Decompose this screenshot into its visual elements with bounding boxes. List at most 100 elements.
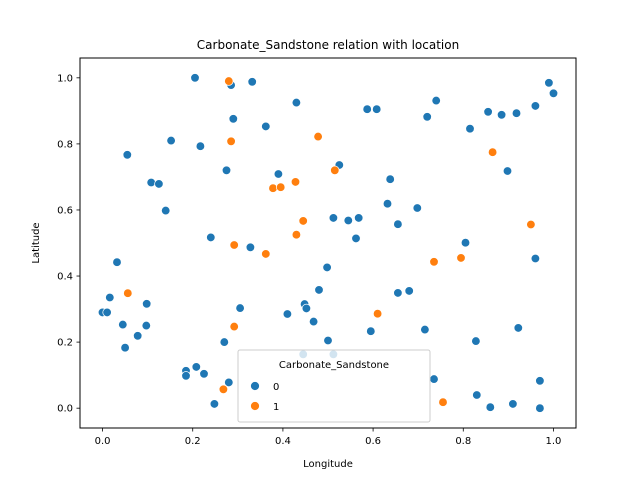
chart-title: Carbonate_Sandstone relation with locati… [197, 38, 459, 52]
data-point-0-2 [247, 77, 257, 87]
data-point-1-3 [330, 165, 340, 175]
y-tick-label-5: 1.0 [57, 73, 73, 84]
data-point-0-19 [195, 141, 206, 151]
data-point-0-72 [472, 390, 482, 400]
data-point-0-5 [291, 97, 302, 108]
y-tick-label-0: 0.0 [57, 404, 73, 415]
data-point-1-16 [372, 309, 383, 319]
x-axis-ticks: 0.0 0.2 0.4 0.6 0.8 1.0 [95, 428, 562, 447]
data-point-1-2 [313, 131, 323, 142]
data-point-0-56 [120, 343, 130, 353]
data-point-0-45 [142, 299, 152, 309]
data-point-0-13 [511, 108, 522, 118]
data-point-0-25 [273, 169, 284, 179]
data-point-0-17 [502, 166, 513, 176]
legend: Carbonate_Sandstone 0 1 [237, 349, 431, 423]
data-point-0-36 [245, 242, 256, 252]
data-point-1-9 [291, 230, 302, 240]
y-tick-label-2: 0.4 [57, 272, 73, 283]
data-point-1-15 [123, 288, 133, 298]
x-tick-label-2: 0.4 [275, 436, 291, 447]
legend-label-1: 1 [273, 402, 279, 413]
data-point-0-66 [181, 371, 191, 381]
data-point-0-30 [328, 213, 339, 223]
data-point-0-21 [146, 177, 156, 188]
data-point-0-57 [366, 326, 376, 336]
data-point-0-69 [209, 399, 220, 409]
x-tick-label-4: 0.8 [455, 436, 471, 447]
y-tick-label-3: 0.6 [57, 205, 73, 216]
data-point-0-70 [224, 377, 234, 388]
x-axis-label: Longitude [303, 459, 353, 470]
data-point-0-32 [354, 213, 364, 223]
legend-label-0: 0 [273, 382, 279, 393]
data-point-0-18 [166, 135, 176, 146]
data-point-0-76 [535, 403, 545, 413]
data-point-0-15 [544, 78, 554, 88]
data-point-0-20 [122, 150, 132, 160]
data-point-0-0 [190, 73, 200, 83]
data-point-0-4 [261, 121, 271, 132]
data-point-0-6 [362, 104, 372, 114]
y-axis-ticks: 0.0 0.2 0.4 0.6 0.8 1.0 [57, 73, 80, 415]
data-point-0-61 [471, 336, 481, 346]
data-point-0-50 [308, 316, 319, 327]
data-point-0-31 [343, 215, 353, 226]
data-point-0-23 [161, 205, 171, 216]
y-tick-label-4: 0.8 [57, 139, 73, 150]
data-point-0-43 [404, 286, 414, 296]
data-point-0-52 [102, 307, 112, 318]
data-point-1-10 [526, 219, 536, 230]
data-point-0-68 [199, 369, 209, 379]
data-point-0-73 [485, 402, 495, 412]
y-tick-label-1: 0.2 [57, 338, 73, 349]
data-point-0-24 [221, 165, 232, 175]
data-point-1-8 [298, 216, 308, 226]
data-point-0-41 [314, 285, 324, 295]
data-point-0-27 [385, 174, 395, 184]
data-point-1-19 [438, 397, 448, 407]
data-point-0-47 [282, 309, 293, 319]
data-point-0-37 [460, 238, 471, 248]
data-point-0-71 [429, 374, 439, 384]
data-point-1-14 [456, 253, 466, 263]
data-point-0-34 [351, 233, 361, 244]
points-layer [97, 73, 559, 413]
x-tick-label-5: 1.0 [546, 436, 562, 447]
data-point-0-44 [105, 292, 115, 303]
x-tick-label-1: 0.2 [185, 436, 201, 447]
data-point-0-42 [393, 288, 403, 298]
data-point-0-67 [191, 362, 201, 372]
data-point-0-16 [548, 88, 559, 98]
data-point-0-75 [535, 376, 545, 386]
data-point-1-7 [290, 177, 301, 187]
data-point-0-60 [323, 335, 333, 346]
data-point-0-22 [154, 179, 164, 189]
data-point-1-5 [268, 183, 278, 193]
data-point-0-49 [301, 303, 312, 314]
data-point-0-53 [118, 319, 128, 330]
data-point-0-29 [412, 203, 422, 213]
legend-title: Carbonate_Sandstone [279, 360, 389, 371]
data-point-0-28 [382, 199, 393, 209]
data-point-1-11 [229, 240, 239, 250]
data-point-0-11 [483, 107, 493, 117]
data-point-0-58 [420, 324, 430, 335]
data-point-0-8 [431, 95, 441, 106]
data-point-1-13 [429, 257, 439, 267]
data-point-0-74 [508, 399, 518, 409]
plot-area [79, 57, 577, 429]
x-tick-label-0: 0.0 [95, 436, 111, 447]
data-point-1-18 [218, 384, 229, 394]
data-point-0-39 [112, 257, 122, 267]
data-point-0-62 [219, 337, 229, 347]
data-point-0-3 [228, 114, 238, 124]
data-point-0-33 [393, 219, 403, 229]
data-point-0-7 [372, 104, 382, 114]
data-point-0-55 [133, 331, 143, 341]
data-point-1-6 [276, 182, 286, 192]
x-tick-label-3: 0.6 [365, 436, 381, 447]
legend-box [237, 349, 431, 423]
data-point-1-0 [224, 76, 234, 86]
y-axis-label: Latitude [31, 222, 42, 263]
